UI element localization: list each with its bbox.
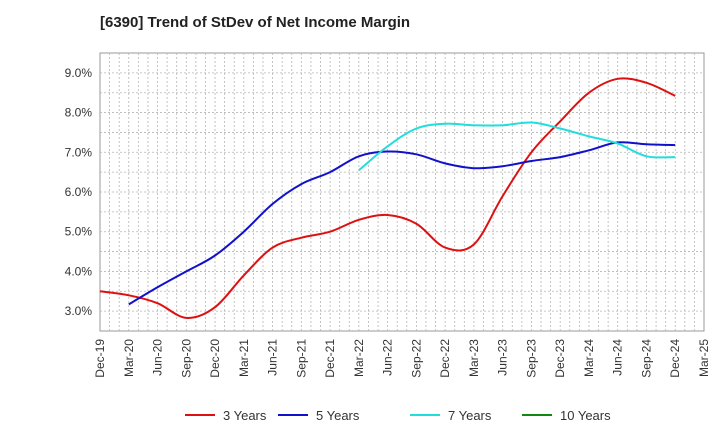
x-axis-ticks: Dec-19 Mar-20 Jun-20 Sep-20 Dec-20 Mar-21 Jun-…: [93, 339, 711, 378]
x-tick-label: Dec-21: [323, 339, 337, 378]
series-lines: [99, 77, 676, 319]
x-tick-label: Mar-22: [352, 339, 366, 377]
y-tick-label: 3.0%: [65, 304, 93, 318]
y-tick-label: 9.0%: [65, 66, 93, 80]
y-axis-ticks: 3.0% 4.0% 5.0% 6.0% 7.0% 8.0% 9.0%: [65, 66, 93, 318]
x-tick-label: Mar-23: [467, 339, 481, 377]
legend-label: 10 Years: [560, 408, 611, 423]
x-tick-label: Dec-23: [553, 339, 567, 378]
x-tick-label: Dec-22: [438, 339, 452, 378]
x-tick-label: Sep-24: [639, 339, 653, 378]
y-tick-label: 6.0%: [65, 185, 93, 199]
legend-label: 3 Years: [223, 408, 267, 423]
x-tick-label: Sep-21: [294, 339, 308, 378]
x-tick-label: Sep-22: [409, 339, 423, 378]
legend: 3 Years 5 Years 7 Years 10 Years: [185, 408, 611, 423]
x-tick-label: Mar-25: [697, 339, 711, 377]
legend-label: 7 Years: [448, 408, 492, 423]
legend-label: 5 Years: [316, 408, 360, 423]
series-line: [358, 121, 676, 171]
y-tick-label: 8.0%: [65, 106, 93, 120]
x-tick-label: Jun-22: [381, 339, 395, 376]
x-tick-label: Dec-20: [208, 339, 222, 378]
x-tick-label: Dec-24: [668, 339, 682, 378]
x-tick-label: Jun-21: [266, 339, 280, 376]
y-tick-label: 7.0%: [65, 145, 93, 159]
x-tick-label: Jun-20: [151, 339, 165, 376]
x-tick-label: Jun-23: [496, 339, 510, 376]
x-tick-label: Sep-20: [179, 339, 193, 378]
x-tick-label: Mar-20: [122, 339, 136, 377]
series-line: [128, 141, 676, 306]
series-line: [99, 77, 676, 319]
chart-title: [6390] Trend of StDev of Net Income Marg…: [100, 14, 411, 31]
x-tick-label: Jun-24: [611, 339, 625, 376]
grid-lines: [100, 53, 704, 331]
x-tick-label: Sep-23: [524, 339, 538, 378]
y-tick-label: 4.0%: [65, 264, 93, 278]
y-tick-label: 5.0%: [65, 225, 93, 239]
x-tick-label: Mar-21: [237, 339, 251, 377]
x-tick-label: Dec-19: [93, 339, 107, 378]
x-tick-label: Mar-24: [582, 339, 596, 377]
